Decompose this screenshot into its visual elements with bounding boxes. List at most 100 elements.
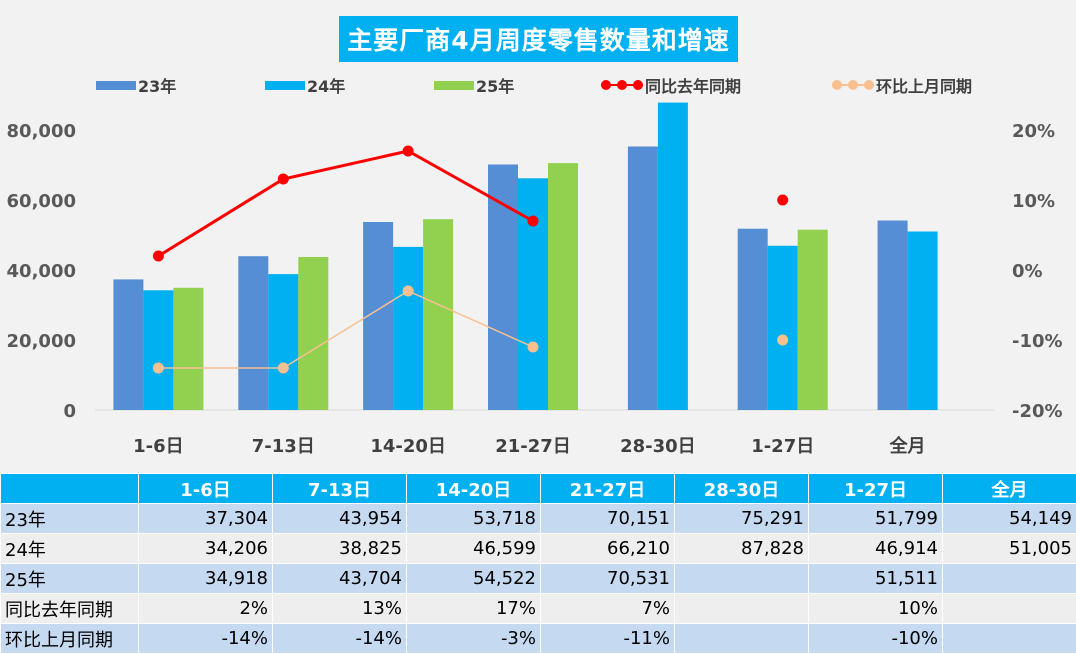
bar <box>738 229 768 410</box>
table-cell: 75,291 <box>675 504 809 534</box>
data-table: 1-6日 7-13日 14-20日 21-27日 28-30日 1-27日 全月… <box>0 473 1076 654</box>
table-corner <box>1 474 139 504</box>
legend-label-yoy: 同比去年同期 <box>645 73 741 97</box>
table-cell: -3% <box>407 624 541 654</box>
table-cell: 70,151 <box>541 504 675 534</box>
table-cell: 46,599 <box>407 534 541 564</box>
x-tick-label: 1-27日 <box>751 436 814 457</box>
legend-label-25: 25年 <box>476 73 514 97</box>
legend-item-24: 24年 <box>265 74 345 96</box>
legend-item-23: 23年 <box>96 74 176 96</box>
y-left-tick-label: 40,000 <box>7 261 76 282</box>
bar <box>393 247 423 410</box>
y-left-tick-label: 60,000 <box>7 191 76 212</box>
legend-item-mom: 环比上月同期 <box>832 74 972 96</box>
legend-label-24: 24年 <box>307 73 345 97</box>
table-cell: 34,206 <box>139 534 273 564</box>
table-cell: 51,799 <box>809 504 943 534</box>
line-point <box>278 363 289 374</box>
table-cell: 10% <box>809 594 943 624</box>
table-header-cell: 28-30日 <box>675 474 809 504</box>
table-header-cell: 1-27日 <box>809 474 943 504</box>
line-point <box>777 335 788 346</box>
table-cell: 13% <box>273 594 407 624</box>
table-cell: 2% <box>139 594 273 624</box>
y-right-tick-label: 20% <box>1012 121 1055 142</box>
line-point <box>153 363 164 374</box>
table-header-cell: 1-6日 <box>139 474 273 504</box>
line-point <box>403 146 414 157</box>
bar <box>518 178 548 410</box>
table-row-label: 环比上月同期 <box>1 624 139 654</box>
table-cell: -10% <box>809 624 943 654</box>
table-cell <box>943 594 1076 624</box>
legend-swatch-25 <box>434 81 474 90</box>
table-cell: 38,825 <box>273 534 407 564</box>
bar <box>768 246 798 410</box>
table-row-label: 同比去年同期 <box>1 594 139 624</box>
x-tick-label: 7-13日 <box>252 436 315 457</box>
table-cell <box>943 564 1076 594</box>
line-point <box>403 286 414 297</box>
table-cell: 87,828 <box>675 534 809 564</box>
x-tick-label: 28-30日 <box>620 436 696 457</box>
table-header-cell: 14-20日 <box>407 474 541 504</box>
table-cell: 66,210 <box>541 534 675 564</box>
line-point <box>528 216 539 227</box>
bar <box>628 147 658 411</box>
table-cell: -11% <box>541 624 675 654</box>
table-cell <box>675 564 809 594</box>
bar <box>878 221 908 411</box>
legend-swatch-23 <box>96 81 136 90</box>
table-cell: 46,914 <box>809 534 943 564</box>
bar <box>173 288 203 410</box>
table-cell: 54,149 <box>943 504 1076 534</box>
table-cell: 43,954 <box>273 504 407 534</box>
table-cell: 17% <box>407 594 541 624</box>
line-point <box>777 195 788 206</box>
table-header-cell: 21-27日 <box>541 474 675 504</box>
line-point <box>528 342 539 353</box>
x-tick-label: 21-27日 <box>495 436 571 457</box>
table-header-cell: 全月 <box>943 474 1076 504</box>
y-right-tick-label: -10% <box>1012 331 1063 352</box>
series-line <box>158 291 533 368</box>
x-tick-label: 全月 <box>889 435 926 457</box>
y-right-tick-label: 0% <box>1012 261 1043 282</box>
bar <box>298 257 328 410</box>
bar <box>143 290 173 410</box>
legend-swatch-24 <box>265 81 305 90</box>
bar <box>423 219 453 410</box>
legend-marker-mom <box>832 79 874 91</box>
table-row: 环比上月同期-14%-14%-3%-11%-10% <box>1 624 1076 654</box>
table-header-cell: 7-13日 <box>273 474 407 504</box>
y-right-tick-label: 10% <box>1012 191 1055 212</box>
table-cell: 54,522 <box>407 564 541 594</box>
line-point <box>153 251 164 262</box>
table-header-row: 1-6日 7-13日 14-20日 21-27日 28-30日 1-27日 全月 <box>1 474 1076 504</box>
series-line <box>158 151 533 256</box>
table-cell: 51,511 <box>809 564 943 594</box>
x-tick-label: 14-20日 <box>370 436 446 457</box>
bar <box>908 232 938 411</box>
table-cell: 53,718 <box>407 504 541 534</box>
line-point <box>278 174 289 185</box>
table-cell: 70,531 <box>541 564 675 594</box>
table-cell: 37,304 <box>139 504 273 534</box>
bar <box>268 274 298 410</box>
table-cell: 7% <box>541 594 675 624</box>
table-cell: 51,005 <box>943 534 1076 564</box>
x-tick-label: 1-6日 <box>133 436 184 457</box>
y-left-tick-label: 80,000 <box>7 121 76 142</box>
y-left-tick-label: 20,000 <box>7 331 76 352</box>
table-row-label: 24年 <box>1 534 139 564</box>
bar <box>488 165 518 411</box>
table-cell <box>675 594 809 624</box>
table-cell: 34,918 <box>139 564 273 594</box>
table-cell: -14% <box>139 624 273 654</box>
